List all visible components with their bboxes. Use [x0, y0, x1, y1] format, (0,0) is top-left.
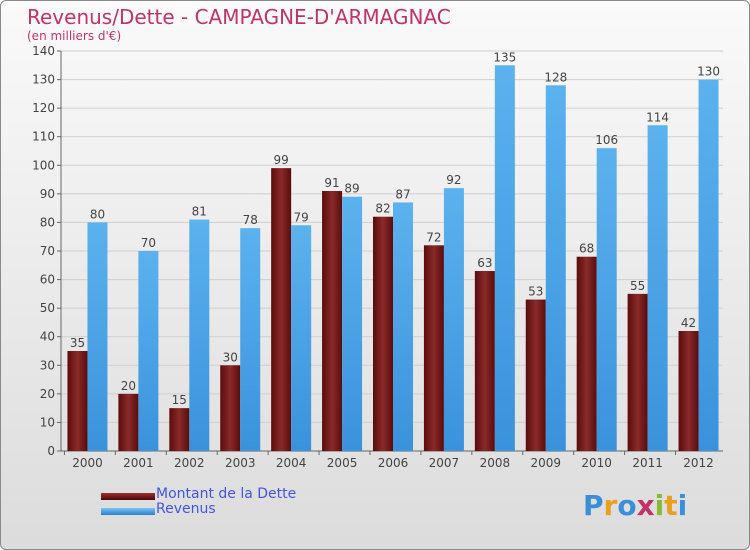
data-label-dette: 99	[274, 153, 289, 167]
bar-revenus	[87, 222, 108, 451]
x-tick-label: 2004	[276, 456, 307, 470]
data-label-dette: 20	[121, 379, 136, 393]
data-label-revenus: 130	[697, 65, 720, 79]
y-tick-label: 120	[32, 101, 55, 115]
y-tick-label: 40	[40, 330, 55, 344]
bar-revenus	[596, 148, 617, 451]
x-tick-label: 2009	[530, 456, 561, 470]
bar-dette	[474, 271, 495, 451]
y-tick-label: 10	[40, 415, 55, 429]
data-label-dette: 42	[681, 316, 696, 330]
data-label-revenus: 87	[395, 187, 410, 201]
legend-swatch-dette	[101, 493, 155, 500]
bar-dette	[373, 216, 393, 451]
logo-letter: t	[664, 489, 678, 522]
data-label-revenus: 78	[243, 213, 258, 227]
logo-letter: P	[583, 489, 604, 522]
data-label-revenus: 70	[141, 236, 156, 250]
logo-letter: o	[617, 489, 637, 522]
x-tick-label: 2000	[72, 456, 103, 470]
data-label-revenus: 106	[595, 133, 618, 147]
bar-dette	[220, 365, 241, 451]
bar-revenus	[291, 225, 312, 451]
data-labels: 35 80 20 70 15 81 30 78 99 79 91 89 82 87 72 92 63 135 53 1…	[70, 50, 720, 407]
bar-dette	[322, 191, 343, 451]
x-tick-label: 2008	[480, 456, 511, 470]
y-tick-label: 110	[32, 130, 55, 144]
legend-label-dette: Montant de la Dette	[156, 486, 297, 502]
x-tick-label: 2010	[581, 456, 612, 470]
data-label-revenus: 114	[646, 110, 669, 124]
bar-dette	[678, 331, 699, 451]
data-label-dette: 53	[528, 285, 543, 299]
x-tick-label: 2011	[632, 456, 663, 470]
logo-letter: i	[654, 489, 665, 522]
bars	[67, 65, 719, 452]
bar-dette	[169, 408, 190, 451]
bar-revenus	[443, 188, 464, 451]
data-label-revenus: 128	[544, 70, 567, 84]
y-tick-label: 70	[40, 244, 55, 258]
bar-revenus	[189, 219, 210, 451]
legend-label-revenus: Revenus	[156, 501, 216, 517]
bar-dette	[525, 299, 546, 451]
y-tick-label: 20	[40, 387, 55, 401]
data-label-dette: 91	[324, 176, 339, 190]
y-tick-label: 130	[32, 73, 55, 87]
x-tick-label: 2001	[123, 456, 154, 470]
bar-revenus	[138, 251, 159, 451]
y-tick-label: 30	[40, 358, 55, 372]
bar-dette	[67, 351, 88, 451]
data-label-dette: 82	[375, 202, 390, 216]
data-label-revenus: 81	[192, 205, 207, 219]
proxiti-logo: Proxiti	[583, 489, 687, 522]
data-label-dette: 55	[630, 279, 645, 293]
y-tick-label: 0	[47, 444, 55, 458]
bar-revenus	[647, 125, 668, 452]
data-label-dette: 35	[70, 336, 85, 350]
bar-revenus	[545, 85, 566, 452]
logo-letter: r	[603, 489, 618, 522]
chart-subtitle: (en milliers d'€)	[27, 29, 122, 43]
data-label-dette: 30	[223, 350, 238, 364]
data-label-revenus: 79	[294, 210, 309, 224]
chart-title: Revenus/Dette - CAMPAGNE-D'ARMAGNAC	[27, 5, 451, 29]
x-tick-label: 2002	[174, 456, 205, 470]
bar-dette	[118, 393, 139, 451]
data-label-revenus: 135	[493, 50, 516, 64]
x-tick-label: 2005	[327, 456, 358, 470]
bar-revenus	[393, 202, 413, 451]
bar-dette	[627, 293, 648, 451]
y-tick-label: 50	[40, 301, 55, 315]
legend-swatch-revenus	[101, 508, 155, 515]
bar-dette	[576, 256, 597, 451]
x-tick-label: 2003	[225, 456, 256, 470]
bar-dette	[271, 168, 292, 451]
data-label-revenus: 89	[344, 182, 359, 196]
data-label-revenus: 80	[90, 207, 105, 221]
bar-revenus	[342, 196, 363, 451]
logo-letter: i	[677, 489, 688, 522]
y-tick-label: 100	[32, 158, 55, 172]
data-label-dette: 68	[579, 242, 594, 256]
bar-revenus	[698, 79, 719, 452]
y-tick-label: 60	[40, 273, 55, 287]
x-tick-label: 2012	[683, 456, 714, 470]
data-label-dette: 72	[426, 230, 441, 244]
data-label-dette: 63	[477, 256, 492, 270]
data-label-revenus: 92	[446, 173, 461, 187]
bar-dette	[423, 245, 444, 451]
bar-revenus	[494, 65, 515, 452]
y-tick-label: 90	[40, 187, 55, 201]
y-tick-label: 140	[32, 44, 55, 58]
x-tick-label: 2006	[378, 456, 409, 470]
data-label-dette: 15	[172, 393, 187, 407]
x-tick-label: 2007	[429, 456, 460, 470]
y-tick-label: 80	[40, 215, 55, 229]
logo-letter: x	[636, 489, 655, 522]
bar-revenus	[240, 228, 261, 451]
